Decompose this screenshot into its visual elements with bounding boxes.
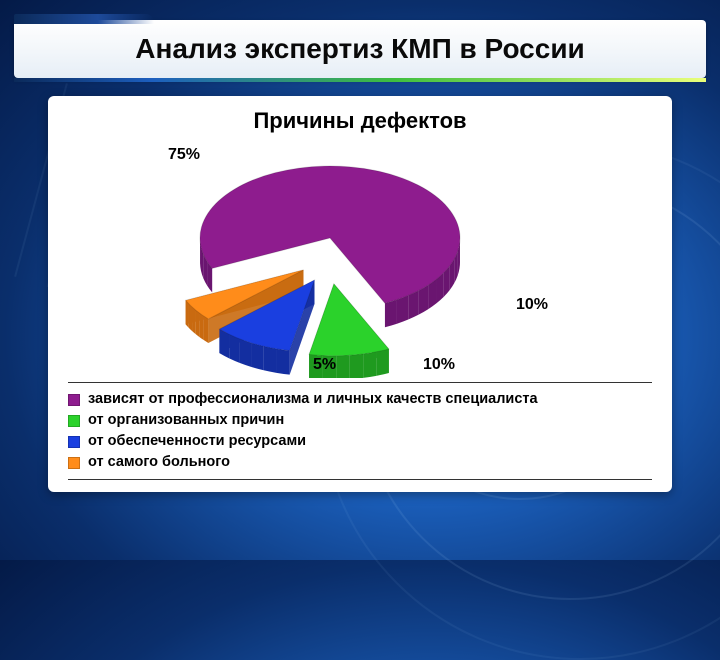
legend-swatch-3 — [68, 457, 80, 469]
legend-swatch-2 — [68, 436, 80, 448]
legend-label: от обеспеченности ресурсами — [88, 431, 306, 452]
legend-swatch-0 — [68, 394, 80, 406]
legend-item: зависят от профессионализма и личных кач… — [68, 389, 652, 410]
legend-swatch-1 — [68, 415, 80, 427]
slide-title: Анализ экспертиз КМП в России — [14, 33, 706, 65]
legend: зависят от профессионализма и личных кач… — [68, 382, 652, 480]
pct-label-1: 10% — [516, 296, 548, 314]
pct-label-0: 75% — [168, 146, 200, 164]
chart-panel: Причины дефектов 75% 10% 10% 5% зависят … — [48, 96, 672, 492]
pct-label-3: 5% — [313, 356, 336, 374]
legend-label: от организованных причин — [88, 410, 284, 431]
legend-item: от самого больного — [68, 452, 652, 473]
title-bar: Анализ экспертиз КМП в России — [14, 20, 706, 78]
legend-item: от обеспеченности ресурсами — [68, 431, 652, 452]
legend-label: зависят от профессионализма и личных кач… — [88, 389, 538, 410]
chart-title: Причины дефектов — [68, 108, 652, 134]
pie-svg — [120, 138, 600, 378]
pie-chart: 75% 10% 10% 5% — [68, 138, 652, 378]
legend-item: от организованных причин — [68, 410, 652, 431]
legend-label: от самого больного — [88, 452, 230, 473]
pct-label-2: 10% — [423, 356, 455, 374]
